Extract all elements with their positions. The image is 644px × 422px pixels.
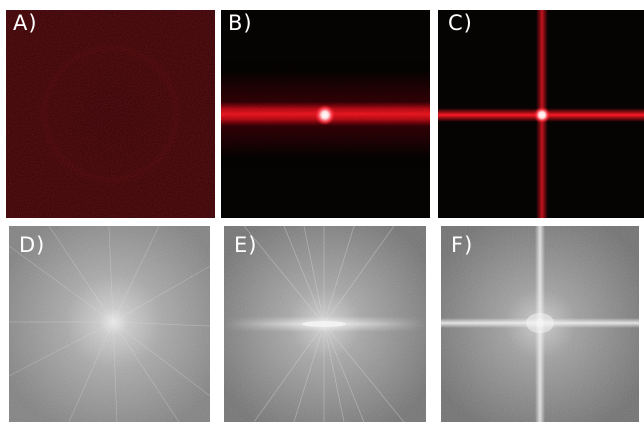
panel-c-image: [438, 10, 644, 218]
panel-c-diffraction-image: C): [438, 10, 644, 218]
panel-e-label: E): [234, 233, 258, 257]
panel-a-label: A): [13, 11, 38, 35]
panel-f-spectrum-image: F): [441, 226, 639, 422]
panel-c-label: C): [448, 11, 473, 35]
panel-b-image: [221, 10, 430, 218]
panel-b-label: B): [228, 11, 253, 35]
panel-d-spectrum-image: D): [9, 226, 210, 422]
panel-e-image: [224, 226, 426, 422]
panel-b-diffraction-image: B): [221, 10, 430, 218]
panel-a-image: [6, 10, 215, 218]
panel-f-label: F): [451, 233, 474, 257]
panel-d-label: D): [19, 233, 46, 257]
panel-f-image: [441, 226, 639, 422]
panel-e-spectrum-image: E): [224, 226, 426, 422]
panel-a-diffraction-image: A): [6, 10, 215, 218]
panel-d-image: [9, 226, 210, 422]
